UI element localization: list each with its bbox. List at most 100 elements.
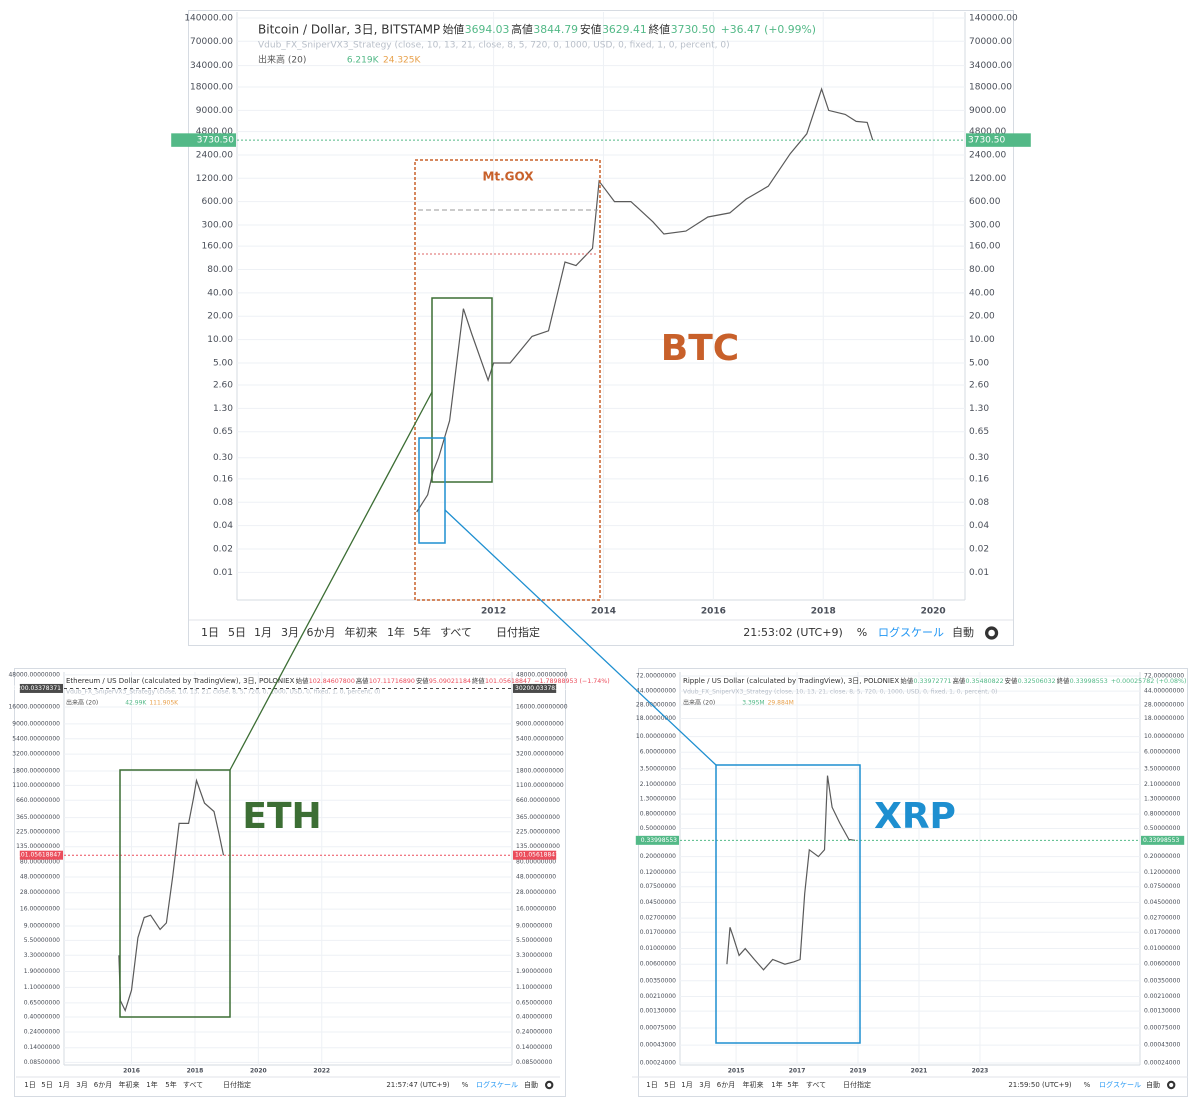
y-tick-label: 3200.00000000 <box>12 751 60 758</box>
toolbar-button[interactable]: ログスケール <box>878 625 944 639</box>
toolbar-button[interactable]: 1月 <box>58 1081 69 1089</box>
toolbar-button[interactable]: ログスケール <box>1099 1080 1141 1089</box>
y-tick-label: 9000.00000000 <box>12 720 60 727</box>
y-tick-label: 1200.00 <box>196 174 233 184</box>
toolbar-button[interactable]: 自動 <box>952 625 974 639</box>
level-label-box <box>966 133 1031 147</box>
y-tick-label: 225.00000000 <box>16 828 60 835</box>
y-tick-label: 0.65 <box>213 427 233 437</box>
clock: 21:59:50 (UTC+9) <box>1008 1081 1072 1089</box>
y-tick-label: 72.00000000 <box>636 672 676 679</box>
level-label: 101.05618847 <box>515 852 559 859</box>
y-tick-label: 0.00075000 <box>640 1025 676 1032</box>
y-tick-label: 0.08 <box>969 498 989 508</box>
toolbar-button[interactable]: 年初来 <box>345 625 378 639</box>
x-tick-label: 2018 <box>811 607 836 617</box>
y-tick-label: 9000.00000000 <box>516 720 564 727</box>
toolbar-button[interactable]: 日付指定 <box>496 625 540 639</box>
toolbar-button[interactable]: ログスケール <box>476 1080 518 1089</box>
x-tick-label: 2021 <box>911 1068 928 1075</box>
y-tick-label: 3.50000000 <box>640 765 676 772</box>
y-tick-label: 5400.00000000 <box>516 735 564 742</box>
toolbar-button[interactable]: 1年 <box>771 1080 782 1089</box>
toolbar-button[interactable]: 1月 <box>681 1081 692 1089</box>
y-tick-label: 0.00043000 <box>640 1042 676 1049</box>
y-tick-label: 5.00 <box>969 358 989 368</box>
toolbar-button[interactable]: すべて <box>440 626 472 639</box>
settings-icon[interactable] <box>984 626 999 640</box>
toolbar-button[interactable]: 3月 <box>699 1081 710 1089</box>
toolbar-button[interactable]: 5年 <box>165 1080 176 1089</box>
level-label: 30200.03378371 <box>9 685 61 692</box>
y-tick-label: 1.30 <box>213 404 233 414</box>
toolbar-button[interactable]: % <box>857 626 867 639</box>
toolbar-button[interactable]: 5日 <box>664 1081 675 1089</box>
toolbar-button[interactable]: 日付指定 <box>843 1080 871 1089</box>
x-tick-label: 2023 <box>972 1068 989 1075</box>
y-tick-label: 600.00 <box>202 197 234 207</box>
toolbar-button[interactable]: 自動 <box>1146 1080 1160 1089</box>
level-label-box <box>513 683 557 693</box>
y-tick-label: 0.14000000 <box>516 1044 552 1051</box>
quote-label: 高値 <box>953 676 966 685</box>
y-tick-label: 48.00000000 <box>20 873 60 880</box>
quote-label: 高値 <box>511 22 533 36</box>
toolbar-button[interactable]: すべて <box>183 1081 203 1089</box>
toolbar-button[interactable]: % <box>462 1081 469 1089</box>
y-tick-label: 1.30 <box>969 404 989 414</box>
toolbar-button[interactable]: 3月 <box>76 1081 87 1089</box>
y-tick-label: 9.00000000 <box>24 922 60 929</box>
toolbar-button[interactable]: 6か月 <box>717 1081 735 1089</box>
y-tick-label: 1800.00000000 <box>516 767 564 774</box>
quote-label: 安値 <box>1005 676 1018 685</box>
toolbar-button[interactable]: 5日 <box>41 1081 52 1089</box>
y-tick-label: 0.12000000 <box>640 869 676 876</box>
y-tick-label: 16000.00000000 <box>516 704 568 711</box>
toolbar-button[interactable]: 1年 <box>387 625 405 639</box>
quote-value: 101.05618847 <box>485 678 531 685</box>
x-tick-label: 2016 <box>701 607 726 617</box>
toolbar-button[interactable]: 5日 <box>228 626 246 639</box>
level-label: 30200.03378371 <box>515 685 567 692</box>
y-tick-label: 225.00000000 <box>516 828 560 835</box>
y-tick-label: 48000.00000000 <box>8 671 60 678</box>
y-tick-label: 6.00000000 <box>1144 749 1180 756</box>
y-tick-label: 1.30000000 <box>1144 796 1180 803</box>
y-tick-label: 0.08 <box>213 498 233 508</box>
y-tick-label: 28.00000000 <box>1144 701 1184 708</box>
toolbar-button[interactable]: 5年 <box>413 625 431 639</box>
volume-label: 出来高 (20) <box>258 54 306 66</box>
volume-value: 42.99K <box>125 700 147 707</box>
toolbar-button[interactable]: % <box>1084 1081 1091 1089</box>
annotation: ETH <box>242 796 321 837</box>
toolbar-button[interactable]: 6か月 <box>307 626 336 639</box>
eth-range-box <box>431 297 493 483</box>
toolbar-button[interactable]: 3月 <box>281 626 299 639</box>
toolbar-button[interactable]: 6か月 <box>94 1081 112 1089</box>
toolbar-button[interactable]: 年初来 <box>743 1080 764 1089</box>
y-tick-label: 9000.00 <box>969 106 1006 116</box>
y-tick-label: 0.00024000 <box>640 1060 676 1067</box>
y-tick-label: 0.00130000 <box>1144 1008 1180 1015</box>
toolbar-button[interactable]: 1日 <box>201 626 219 639</box>
toolbar-button[interactable]: 1月 <box>254 626 272 639</box>
y-tick-label: 0.01000000 <box>1144 945 1180 952</box>
toolbar-button[interactable]: 1日 <box>646 1081 657 1089</box>
toolbar-button[interactable]: 1日 <box>24 1081 35 1089</box>
y-tick-label: 0.04500000 <box>1144 899 1180 906</box>
toolbar-button[interactable]: 5年 <box>787 1080 798 1089</box>
toolbar-button[interactable]: 年初来 <box>119 1080 140 1089</box>
toolbar-button[interactable]: すべて <box>806 1081 826 1089</box>
y-tick-label: 20.00 <box>969 312 995 322</box>
toolbar-button[interactable]: 1年 <box>146 1080 157 1089</box>
x-tick-label: 2022 <box>313 1068 330 1075</box>
toolbar-button[interactable]: 日付指定 <box>223 1080 251 1089</box>
settings-icon[interactable] <box>544 1080 554 1090</box>
y-tick-label: 0.08500000 <box>24 1059 60 1066</box>
settings-icon[interactable] <box>1166 1080 1176 1090</box>
quote-value: 0.35480822 <box>966 678 1004 685</box>
y-tick-label: 0.40000000 <box>24 1014 60 1021</box>
toolbar-button[interactable]: 自動 <box>524 1080 538 1089</box>
y-tick-label: 0.02 <box>969 544 989 554</box>
